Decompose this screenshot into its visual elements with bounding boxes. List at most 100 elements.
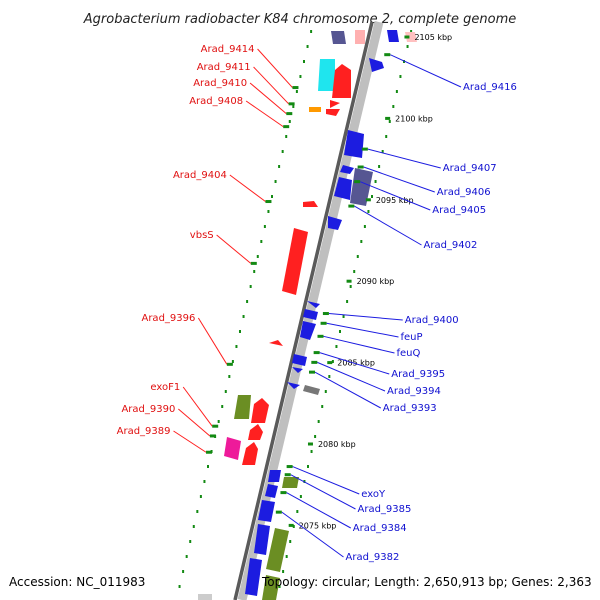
rail-dot-0 [203,480,206,483]
rail-dot-0 [270,195,273,198]
leader-line-right [328,313,403,321]
gene-slate-9405[interactable] [350,168,373,206]
gene-arad-9400[interactable] [307,301,320,308]
rail-dot-1 [349,285,352,288]
gene-gray-bottom[interactable] [198,594,212,600]
rail-dot-1 [285,555,288,558]
gene-label-left: Arad_9396 [141,313,195,324]
gene-arad-9396[interactable] [269,340,283,346]
gene-olive-9384[interactable] [266,528,289,572]
gene-blue-small-9394[interactable] [287,382,300,389]
rail-dot-1 [392,105,395,108]
gene-arad-9404[interactable] [303,201,318,207]
leader-line-left [178,408,211,437]
gene-arad-9406[interactable] [340,165,354,174]
leader-line-right [314,371,381,409]
gene-red-9389b[interactable] [242,442,258,465]
rail-dot-1 [374,180,377,183]
rail-dot-1 [342,315,345,318]
rail-dot-1 [278,585,281,588]
gene-features [198,30,417,600]
gene-feuq[interactable] [300,321,316,340]
gene-pink-top[interactable] [355,30,365,44]
rail-dot-0 [192,525,195,528]
rail-dot-0 [231,360,234,363]
rail-dot-0 [249,285,252,288]
gene-label-right: Arad_9384 [353,523,407,534]
rail-dot-0 [274,180,277,183]
gene-blue-exoy-a[interactable] [268,470,281,482]
scale-label: 2085 kbp [337,359,375,368]
rail-dot-1 [314,435,317,438]
leader-line-right [292,466,360,495]
kbp-scale: 2105 kbp 2100 kbp 2095 kbp 2090 kbp 2085 kbp… [288,33,452,530]
scale-tick [327,361,333,365]
rail-dot-0 [253,270,256,273]
leader-tick-right [322,312,329,316]
gene-label-left: Arad_9414 [201,44,255,55]
gene-arad-9405[interactable] [334,177,352,200]
gene-arad-9408[interactable] [309,107,321,112]
leader-tick-right [354,180,361,184]
rail-dot-1 [299,495,302,498]
gene-arad-9395[interactable] [292,354,307,366]
scale-label: 2080 kbp [318,440,356,449]
gene-arad-9384[interactable] [254,524,270,555]
rail-dot-0 [260,240,263,243]
rail-dot-1 [395,90,398,93]
gene-label-right: Arad_9400 [405,315,459,326]
gene-label-right: Arad_9382 [346,552,400,563]
gene-feup[interactable] [303,309,318,320]
gene-red-9390b[interactable] [248,424,263,440]
gene-arad-9407[interactable] [344,130,364,158]
scale-label: 2095 kbp [376,196,414,205]
leader-tick-left [206,450,213,454]
rail-dot-0 [178,585,181,588]
scale-tick [385,116,391,120]
gene-red-near-9408[interactable] [326,109,340,116]
leader-line-right [367,148,441,169]
leader-line-right [363,166,435,193]
rail-dot-1 [410,30,413,33]
rail-dot-1 [346,300,349,303]
gene-label-right: Arad_9405 [432,205,486,216]
gene-arad-9394[interactable] [292,367,303,373]
rail-dot-0 [285,135,288,138]
gene-arad-9385[interactable] [258,500,275,522]
gene-arad-9390[interactable] [251,398,269,423]
scale-label: 2105 kbp [414,33,452,42]
rail-dot-0 [199,495,202,498]
gene-label-left: exoF1 [150,382,180,393]
gene-arad-9393[interactable] [303,385,320,395]
topology-text: Topology: circular; Length: 2,650,913 bp… [261,575,592,589]
leader-line-left [229,174,266,202]
gene-slate-top[interactable] [331,31,346,44]
gene-olive-bottom[interactable] [262,575,280,600]
leader-tick-left [265,200,272,204]
rail-dot-0 [310,30,313,33]
rail-dot-1 [310,450,313,453]
gene-arad-9414[interactable] [318,59,335,91]
gene-blue-bottom[interactable] [245,558,262,596]
gene-pink-top-right[interactable] [405,32,417,42]
gene-arad-9389[interactable] [224,437,241,460]
rail-dot-0 [185,555,188,558]
gene-blue-top-right[interactable] [387,30,399,42]
gene-exoy[interactable] [282,477,299,488]
gene-arad-9402[interactable] [328,216,342,230]
rail-dot-1 [356,255,359,258]
gene-arad-9416[interactable] [369,58,384,72]
rail-dot-0 [224,390,227,393]
leader-tick-left [209,434,216,438]
leader-line-right [319,352,390,375]
leader-tick-left [288,102,295,106]
leader-line-right [317,361,386,392]
scale-tick [346,279,352,283]
gene-blue-exoy-b[interactable] [265,484,278,498]
leader-tick-right [320,321,327,325]
gene-arad-9411[interactable] [332,64,351,98]
gene-arad-9410[interactable] [330,100,340,108]
gene-exof1[interactable] [234,395,251,419]
gene-vbss[interactable] [282,228,308,295]
